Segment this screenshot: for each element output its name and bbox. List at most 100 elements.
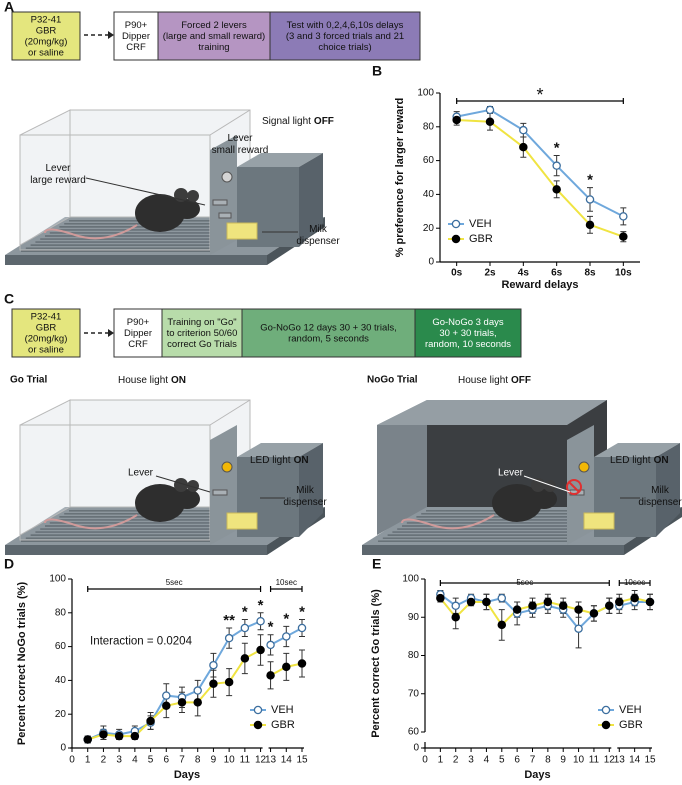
label: Milk dispenser — [296, 224, 340, 247]
marker — [452, 115, 461, 125]
marker — [114, 731, 124, 741]
marker — [256, 617, 265, 626]
panel-letter: E — [372, 556, 381, 572]
floor-front — [5, 545, 267, 555]
flow-box — [157, 11, 271, 61]
marker — [630, 593, 639, 603]
marker — [177, 698, 187, 707]
y-tick-label: 40 — [55, 675, 67, 686]
significance-mark: * — [299, 604, 305, 621]
flow-text-line: or saline — [28, 47, 64, 58]
mouse-head — [531, 489, 557, 509]
y-tick-label: 0 — [413, 743, 419, 754]
marker — [512, 605, 522, 614]
marker — [543, 597, 553, 607]
marker — [451, 613, 460, 622]
legend-label: VEH — [271, 704, 294, 716]
x-tick-label: 1 — [85, 755, 91, 766]
x-tick-label: 12 — [255, 755, 267, 766]
label-line: Lever — [227, 133, 253, 144]
mouse-head — [174, 199, 200, 219]
flow-text-line: Dipper — [122, 31, 150, 42]
label-line: Lever — [45, 163, 71, 174]
mouse-body — [135, 484, 185, 522]
mouse-tail — [44, 224, 138, 240]
marker — [451, 601, 460, 611]
marker — [282, 662, 291, 672]
flow-text-line: choice trials) — [318, 42, 371, 53]
bracket — [269, 586, 303, 592]
label-line: large reward — [30, 175, 86, 186]
marker — [619, 212, 628, 221]
marker — [574, 605, 583, 614]
significance-mark: * — [587, 172, 593, 189]
x-tick-label: 10 — [224, 755, 236, 766]
legend-marker — [253, 705, 263, 715]
pointer — [523, 475, 571, 493]
signal-light — [221, 171, 233, 183]
series-line — [456, 119, 624, 238]
flow-text-line: P90+ — [125, 20, 148, 31]
y-tick-label: 80 — [408, 650, 420, 661]
label-line: House light — [458, 375, 508, 386]
label-state: OFF — [511, 375, 531, 386]
y-axis-title: Percent correct NoGo trials (%) — [16, 582, 28, 746]
x-tick-label: 13 — [614, 755, 626, 766]
y-tick-label: 60 — [423, 155, 435, 166]
flow-text: Go-NoGo 12 days 30 + 30 trials, random, 5… — [260, 322, 397, 344]
y-tick-label: 0 — [428, 257, 434, 268]
flow-text-line: (20mg/kg) — [25, 333, 68, 344]
mouse-body — [492, 484, 542, 522]
x-tick-label: 10s — [615, 268, 632, 279]
x-tick-label: 12 — [604, 755, 616, 766]
x-tick-label: 4 — [484, 755, 490, 766]
significance-mark: * — [258, 597, 264, 614]
label-line: LED light — [250, 455, 291, 466]
panel-letter: A — [4, 0, 14, 15]
marker — [209, 679, 218, 689]
flow-text-line: GBR — [36, 25, 57, 36]
x-tick-label: 4 — [132, 755, 138, 766]
mouse-ear — [187, 190, 199, 202]
marker — [482, 597, 491, 607]
y-tick-label: 70 — [408, 688, 420, 699]
pointer — [155, 475, 211, 493]
y-tick-label: 100 — [49, 574, 66, 585]
edge — [209, 399, 251, 426]
legend-label: GBR — [619, 719, 643, 731]
stand-side — [299, 443, 323, 537]
bracket-label: 10sec — [624, 578, 645, 587]
label: Milk dispenser — [283, 485, 327, 508]
marker — [162, 701, 171, 711]
marker — [497, 620, 507, 630]
label-line: dispenser — [638, 497, 682, 508]
legend-marker — [601, 720, 611, 730]
lever — [212, 489, 228, 496]
label-state: OFF — [314, 116, 334, 127]
illustrations — [5, 109, 682, 555]
marker — [266, 640, 275, 650]
flow-text: Go-NoGo 3 days 30 + 30 trials, random, 10 … — [425, 317, 511, 350]
flow-box — [11, 11, 81, 61]
mouse-tail — [44, 514, 138, 530]
marker — [574, 624, 583, 633]
stand-side — [656, 443, 680, 537]
bracket-label: 10sec — [276, 578, 297, 587]
y-tick-label: 0 — [60, 743, 66, 754]
flow-text: P32-41 GBR (20mg/kg) or saline — [25, 311, 68, 355]
flow-text-line: Test with 0,2,4,6,10s delays — [287, 20, 404, 31]
marker — [436, 593, 445, 603]
label: Lever — [498, 468, 524, 479]
label-line: Milk — [296, 485, 315, 496]
y-tick-label: 100 — [402, 574, 419, 585]
marker — [585, 220, 595, 230]
marker — [485, 105, 495, 115]
floor-front — [5, 255, 267, 265]
y-tick-label: 60 — [55, 641, 67, 652]
y-tick-label: 80 — [55, 607, 67, 618]
significance-mark: * — [268, 619, 274, 636]
panel-letter: B — [372, 63, 382, 79]
marker — [552, 185, 561, 194]
x-tick-label: 15 — [296, 755, 308, 766]
